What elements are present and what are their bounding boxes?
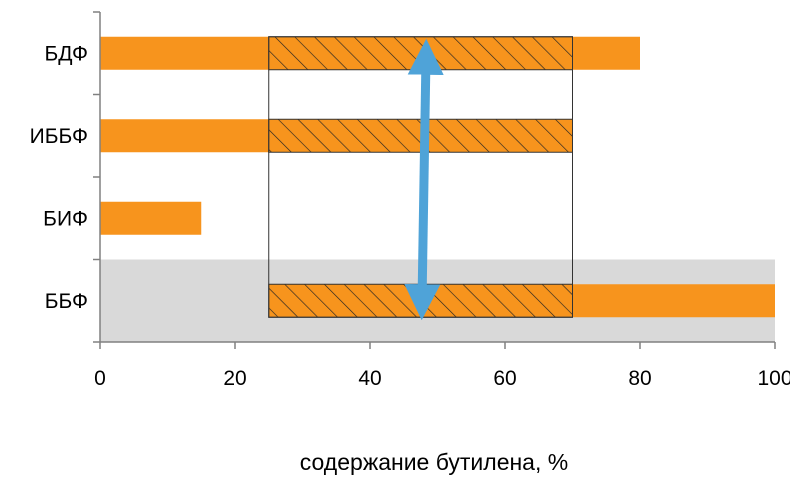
x-tick-label: 80 <box>628 367 651 390</box>
bar-3 <box>100 201 202 235</box>
x-tick-label: 100 <box>757 367 790 390</box>
category-label: ИББФ <box>30 125 88 148</box>
category-label: БДФ <box>44 42 88 65</box>
x-tick-label: 20 <box>223 367 246 390</box>
x-tick-label: 0 <box>94 367 106 390</box>
hatched-segment-1 <box>268 36 573 71</box>
category-label: БИФ <box>43 207 88 230</box>
x-axis-title: содержание бутилена, % <box>300 449 568 475</box>
double-arrow <box>404 38 444 321</box>
x-tick-label: 60 <box>493 367 516 390</box>
category-label: ББФ <box>45 290 88 313</box>
x-tick-label: 40 <box>358 367 381 390</box>
